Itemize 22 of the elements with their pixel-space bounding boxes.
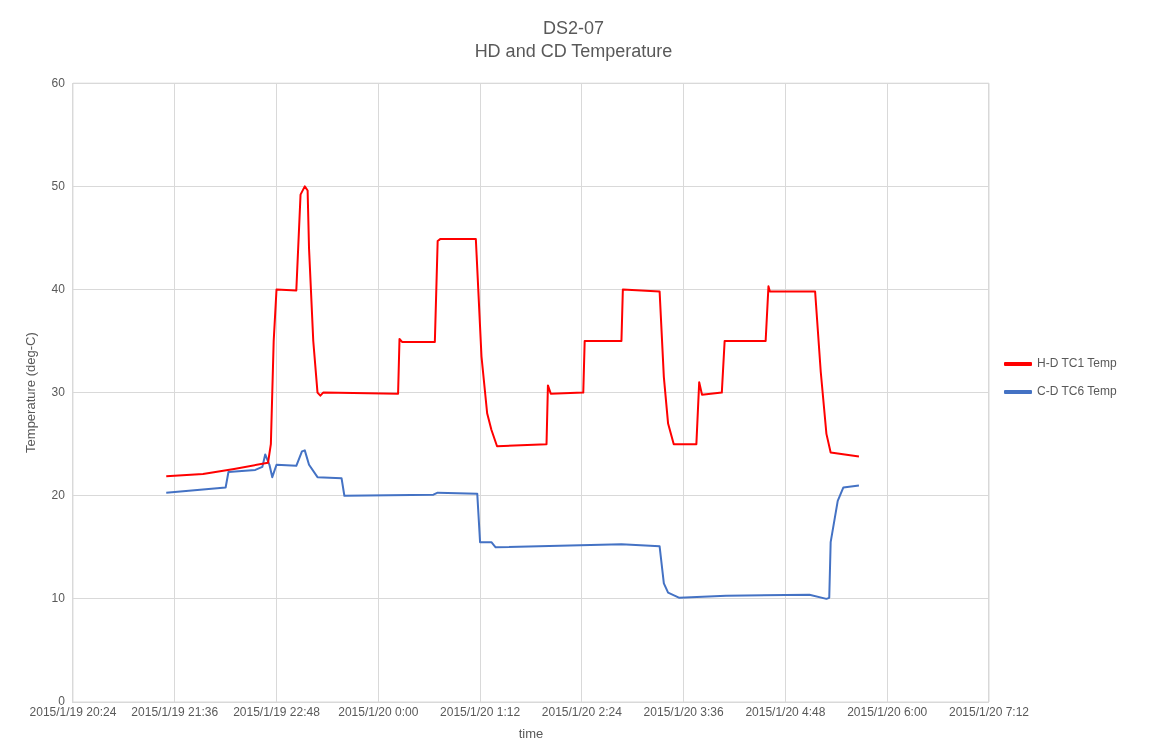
x-tick-label: 2015/1/19 21:36: [131, 704, 219, 719]
y-tick-label: 10: [51, 591, 66, 606]
x-tick-label: 2015/1/20 4:48: [745, 704, 826, 719]
y-tick-label: 40: [51, 281, 66, 296]
x-tick-label: 2015/1/19 22:48: [233, 704, 321, 719]
x-tick-label: 2015/1/20 3:36: [643, 704, 724, 719]
legend-label: C-D TC6 Temp: [1036, 384, 1117, 399]
x-tick-label: 2015/1/19 20:24: [29, 704, 117, 719]
x-tick-label: 2015/1/20 7:12: [948, 704, 1030, 719]
y-tick-label: 30: [51, 384, 66, 399]
x-tick-label: 2015/1/20 0:00: [338, 704, 419, 719]
y-tick-label: 60: [51, 75, 66, 90]
x-axis-title: time: [518, 725, 544, 741]
y-tick-label: 20: [51, 488, 66, 503]
x-tick-label: 2015/1/20 6:00: [847, 704, 928, 719]
y-axis-title: Temperature (deg-C): [23, 332, 39, 453]
chart-title: DS2-07: [542, 17, 605, 38]
chart-subtitle: HD and CD Temperature: [474, 41, 673, 62]
legend-label: H-D TC1 Temp: [1036, 356, 1117, 371]
y-tick-label: 50: [51, 178, 66, 193]
x-tick-label: 2015/1/20 1:12: [440, 704, 521, 719]
x-tick-label: 2015/1/20 2:24: [541, 704, 623, 719]
